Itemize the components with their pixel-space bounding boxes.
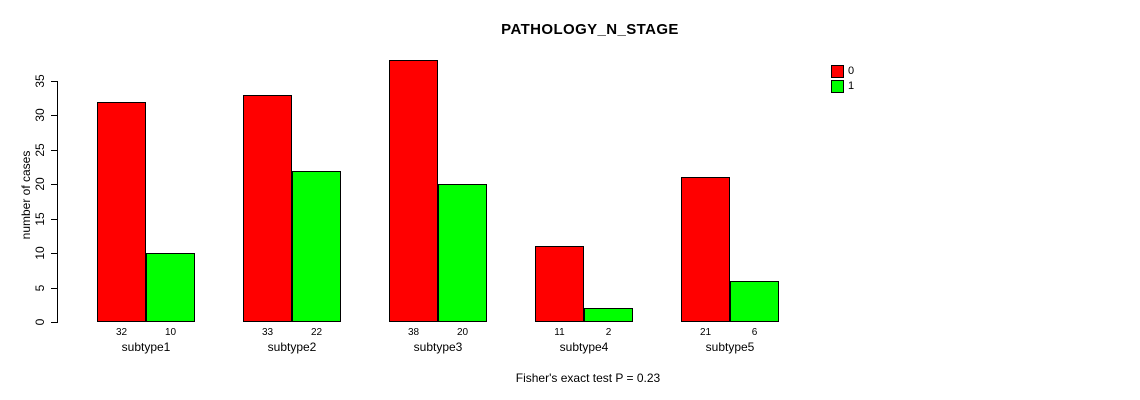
bar-value-label: 11 [554, 327, 565, 338]
category-label: subtype2 [267, 340, 317, 354]
bar-value-label: 22 [310, 327, 323, 338]
y-tick-label: 15 [33, 212, 47, 226]
bar-subtype2-1 [292, 171, 341, 322]
y-tick-label: 25 [33, 143, 47, 157]
bar-value-label: 32 [115, 327, 128, 338]
footer-note: Fisher's exact test P = 0.23 [515, 371, 661, 385]
category-label: subtype1 [121, 340, 171, 354]
y-tick [51, 218, 57, 220]
y-axis-label: number of cases [19, 150, 33, 240]
bar-subtype5-1 [730, 281, 779, 322]
bar-value-label: 38 [407, 327, 420, 338]
category-label: subtype4 [559, 340, 609, 354]
bar-value-label: 20 [456, 327, 469, 338]
bar-value-label: 21 [699, 327, 712, 338]
y-tick-label: 30 [33, 108, 47, 123]
y-tick [51, 115, 57, 117]
legend-swatch-0 [831, 65, 844, 78]
legend-swatch-1 [831, 80, 844, 93]
bar-subtype2-0 [243, 95, 292, 322]
chart-title: PATHOLOGY_N_STAGE [501, 21, 679, 38]
bar-subtype4-1 [584, 308, 633, 322]
category-label: subtype3 [413, 340, 463, 354]
y-axis-line [57, 81, 58, 323]
legend-label: 0 [848, 65, 855, 77]
y-tick [51, 184, 57, 186]
bar-subtype3-1 [438, 184, 487, 322]
y-tick [51, 287, 57, 289]
y-tick-label: 5 [33, 284, 47, 291]
category-label: subtype5 [705, 340, 755, 354]
y-tick [51, 322, 57, 323]
bar-subtype5-0 [681, 177, 730, 322]
bar-subtype4-0 [535, 246, 584, 322]
bar-value-label: 10 [164, 327, 177, 338]
bar-subtype1-0 [97, 102, 146, 322]
y-tick-label: 10 [33, 246, 47, 260]
bar-value-label: 6 [751, 327, 758, 338]
y-tick-label: 0 [33, 318, 47, 326]
y-tick [51, 81, 57, 82]
bar-subtype3-0 [389, 60, 438, 322]
bar-value-label: 2 [605, 327, 612, 338]
bar-value-label: 33 [261, 327, 274, 338]
y-tick [51, 149, 57, 151]
y-tick-label: 35 [33, 74, 47, 88]
legend-label: 1 [848, 80, 855, 92]
y-tick-label: 20 [33, 177, 47, 191]
bar-subtype1-1 [146, 253, 195, 322]
y-tick [51, 253, 57, 255]
